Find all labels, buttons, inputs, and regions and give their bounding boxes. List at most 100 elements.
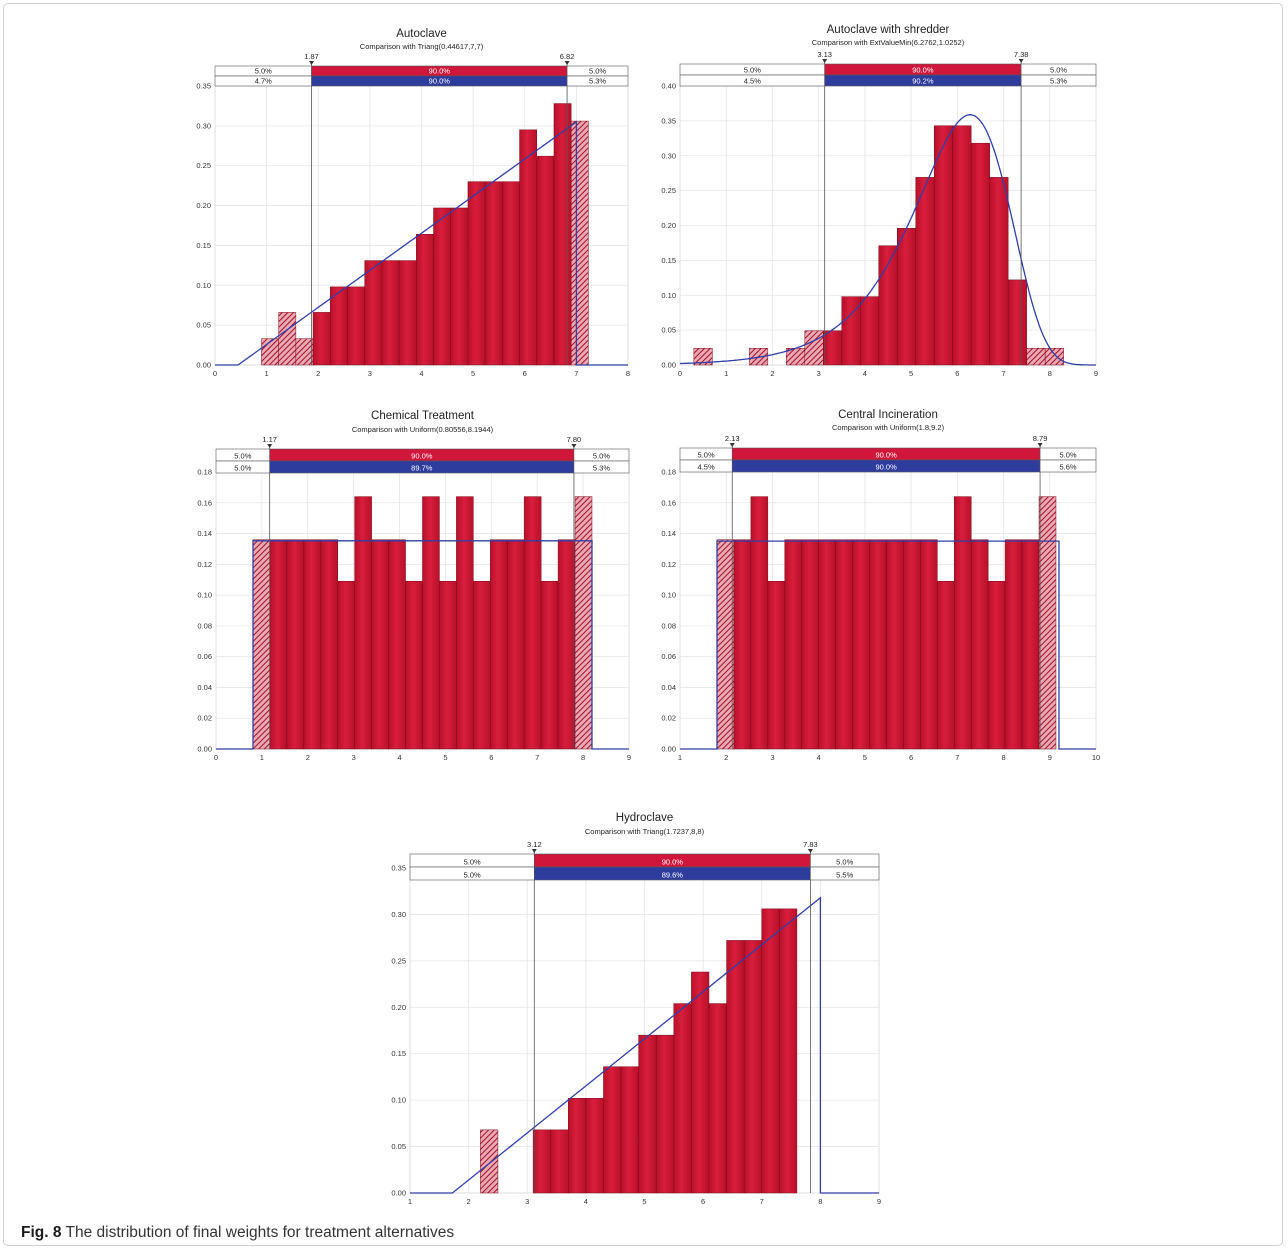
- x-tick-label: 8: [1048, 369, 1052, 378]
- x-tick-label: 6: [955, 369, 959, 378]
- histogram-bar: [456, 496, 474, 750]
- marker-triangle-right: [807, 849, 813, 853]
- x-tick-label: 4: [584, 1197, 588, 1206]
- x-tick-label: 3: [525, 1197, 529, 1206]
- histogram-bar: [295, 338, 314, 366]
- histogram-bar: [818, 539, 836, 750]
- histogram-bar: [568, 1098, 587, 1194]
- y-tick-label: 0.20: [661, 221, 676, 230]
- histogram-bar: [970, 142, 990, 366]
- histogram-bar: [673, 1003, 692, 1194]
- histogram-bar: [767, 581, 786, 750]
- y-tick-label: 0.18: [197, 468, 212, 477]
- y-tick-label: 0.05: [661, 326, 676, 335]
- x-tick-label: 5: [909, 369, 913, 378]
- marker-triangle-left: [729, 443, 735, 447]
- chart-title: Chemical Treatment: [371, 410, 475, 422]
- band-bottom-middle-label: 89.7%: [411, 464, 433, 473]
- histogram-bar: [312, 312, 331, 366]
- y-tick-label: 0.10: [197, 591, 212, 600]
- histogram-bar: [502, 181, 520, 366]
- histogram-bar: [989, 177, 1009, 366]
- x-tick-label: 2: [316, 369, 320, 378]
- chart-panel-1: Autoclave Comparison with Triang(0.44617,…: [196, 28, 630, 378]
- y-tick-label: 0.16: [197, 498, 212, 507]
- chart-panel-4: Central Incineration Comparison with Unif…: [661, 409, 1100, 762]
- histogram-bar: [433, 207, 451, 366]
- x-tick-label: 6: [489, 753, 493, 762]
- band-bottom-right-label: 5.3%: [593, 464, 610, 473]
- histogram-bar: [536, 155, 555, 366]
- y-tick-label: 0.18: [661, 468, 676, 477]
- y-tick-label: 0.08: [197, 621, 212, 630]
- histogram-bar: [467, 181, 486, 366]
- histogram-bar: [1026, 348, 1046, 366]
- histogram-bar: [337, 581, 355, 750]
- x-tick-label: 5: [863, 753, 867, 762]
- band-top-right-label: 5.0%: [589, 67, 606, 76]
- band-top-right-label: 5.0%: [836, 858, 853, 867]
- x-tick-label: 1: [260, 753, 264, 762]
- chart-subtitle: Comparison with Triang(1.7237,8,8): [585, 827, 705, 836]
- band-top-left-label: 5.0%: [255, 67, 272, 76]
- x-tick-label: 2: [770, 369, 774, 378]
- marker-triangle-right: [1018, 59, 1024, 63]
- histogram-bar: [398, 260, 417, 366]
- x-tick-label: 9: [1094, 369, 1098, 378]
- band-bottom-left-label: 5.0%: [464, 871, 481, 880]
- y-tick-label: 0.25: [196, 161, 211, 170]
- histogram-bar: [716, 539, 735, 750]
- y-tick-label: 0.20: [196, 201, 211, 210]
- band-bottom-right-label: 5.6%: [1059, 463, 1076, 472]
- y-tick-label: 0.05: [391, 1142, 406, 1151]
- histogram-bar: [835, 539, 853, 750]
- chart-title: Autoclave with shredder: [827, 24, 950, 36]
- y-tick-label: 0.15: [661, 256, 676, 265]
- y-tick-label: 0.10: [391, 1096, 406, 1105]
- band-bottom-right-cell: [573, 460, 630, 474]
- histogram-bar: [761, 908, 780, 1194]
- histogram-bar: [620, 1066, 639, 1194]
- marker-label-right: 7.83: [803, 840, 818, 849]
- y-tick-label: 0.00: [661, 745, 676, 754]
- y-tick-label: 0.14: [197, 529, 212, 538]
- band-bottom-middle-label: 90.2%: [912, 77, 934, 86]
- fit-line: [215, 120, 628, 366]
- histogram-bar: [708, 1003, 727, 1194]
- fit-line: [216, 540, 629, 750]
- marker-label-right: 7.38: [1014, 50, 1029, 59]
- figure-caption: Fig. 8 The distribution of final weights…: [21, 1224, 454, 1242]
- y-tick-label: 0.16: [661, 498, 676, 507]
- y-tick-label: 0.25: [661, 186, 676, 195]
- histogram-bar: [954, 496, 972, 750]
- marker-triangle-left: [267, 444, 273, 448]
- histogram-bar: [852, 539, 870, 750]
- y-tick-label: 0.15: [391, 1049, 406, 1058]
- y-tick-label: 0.02: [661, 714, 676, 723]
- histogram-bar: [278, 312, 297, 366]
- y-tick-label: 0.30: [196, 121, 211, 130]
- band-top-right-label: 5.0%: [593, 452, 610, 461]
- y-tick-label: 0.35: [661, 116, 676, 125]
- x-tick-label: 3: [352, 753, 356, 762]
- x-tick-label: 1: [724, 369, 728, 378]
- histogram-bar: [381, 260, 400, 366]
- x-tick-label: 8: [818, 1197, 822, 1206]
- y-tick-label: 0.00: [391, 1189, 406, 1198]
- x-tick-label: 0: [213, 369, 217, 378]
- histogram-bar: [540, 581, 559, 750]
- y-tick-label: 0.30: [391, 910, 406, 919]
- x-tick-label: 7: [955, 753, 959, 762]
- histogram-bar: [743, 940, 762, 1194]
- histogram-bar: [801, 539, 819, 750]
- y-tick-label: 0.05: [196, 321, 211, 330]
- histogram-bar: [330, 286, 348, 366]
- y-tick-label: 0.35: [196, 82, 211, 91]
- y-tick-label: 0.04: [661, 683, 676, 692]
- histogram-bar: [603, 1066, 622, 1194]
- band-top-right-label: 5.0%: [1059, 451, 1076, 460]
- x-tick-label: 3: [770, 753, 774, 762]
- band-top-middle-label: 90.0%: [429, 67, 451, 76]
- histogram-bar: [750, 496, 769, 750]
- y-tick-label: 0.02: [197, 714, 212, 723]
